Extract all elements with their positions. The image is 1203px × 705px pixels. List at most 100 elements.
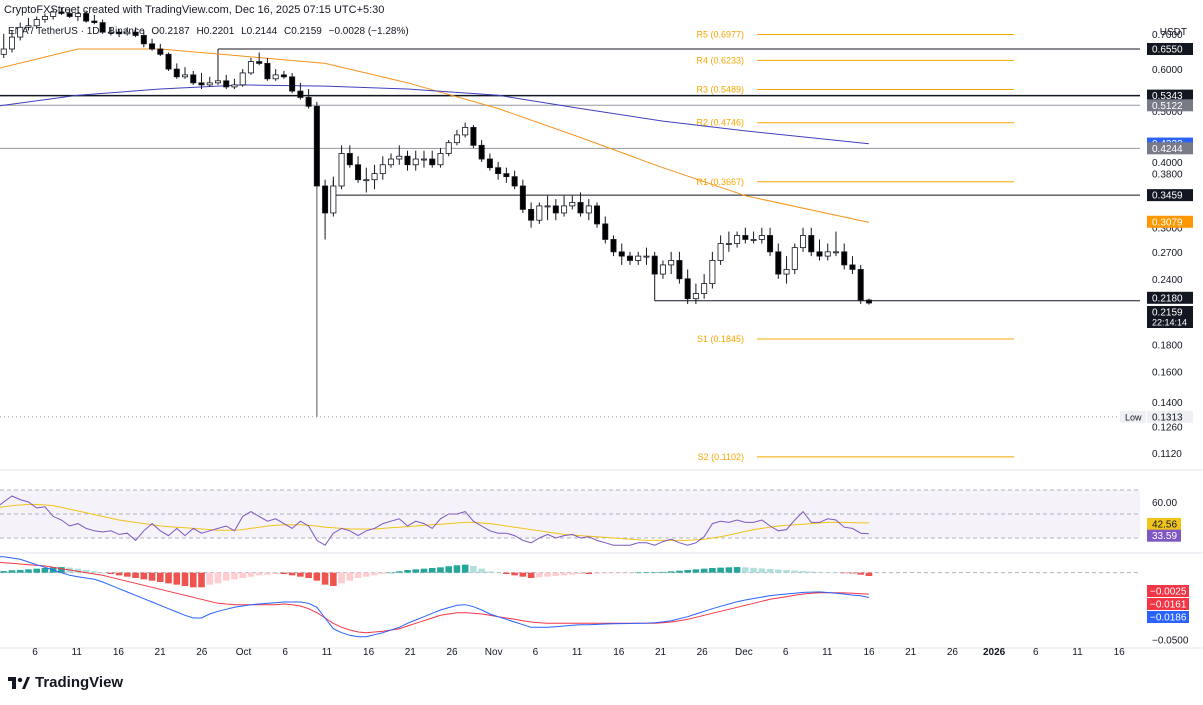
candle-body	[470, 127, 477, 146]
macd-histogram-bar	[503, 572, 510, 574]
x-tick-label: 11	[572, 647, 583, 658]
candle-body	[379, 164, 386, 175]
ohlc-open: O0.2187	[151, 26, 190, 37]
macd-value-box	[1147, 611, 1189, 623]
macd-histogram-bar	[676, 570, 683, 573]
macd-histogram-bar	[511, 572, 518, 576]
x-tick-label: 6	[533, 647, 539, 658]
rsi-line	[0, 495, 869, 546]
x-tick-label: 21	[405, 647, 417, 658]
macd-histogram-bar	[395, 571, 403, 573]
candle-body	[116, 31, 123, 35]
macd-histogram-bar	[799, 571, 807, 573]
pivot-label: S1 (0.1845)	[697, 334, 744, 344]
macd-value-label: −0.0025	[1150, 587, 1187, 598]
candle-body	[841, 251, 848, 266]
macd-histogram-bar	[140, 572, 148, 580]
rsi-value-box	[1147, 529, 1181, 542]
macd-histogram-bar	[412, 569, 420, 573]
macd-histogram-bar	[832, 572, 840, 574]
price-label-box	[1147, 306, 1193, 329]
currency-label: USDT	[1159, 27, 1187, 38]
candle-body	[190, 74, 197, 84]
candle-body	[832, 251, 839, 254]
candle-body	[50, 11, 57, 17]
x-tick-label: 16	[863, 647, 875, 658]
candle-body	[808, 235, 815, 253]
macd-histogram-bar	[857, 572, 864, 575]
macd-value-label: −0.0186	[1150, 613, 1187, 624]
x-tick-label: 11	[322, 647, 333, 658]
macd-histogram-bar	[231, 572, 238, 580]
candle-body	[561, 205, 568, 214]
symbol-name: ENA / TetherUS · 1D · Binance	[8, 26, 145, 37]
macd-histogram-bar	[321, 572, 329, 585]
candle-body	[684, 278, 691, 300]
macd-histogram-bar	[214, 572, 222, 584]
candle-body	[239, 72, 246, 86]
candle-body	[791, 247, 798, 270]
candle-body	[206, 82, 213, 86]
y-tick-label: 0.6000	[1152, 65, 1183, 76]
candle-body	[338, 153, 345, 187]
candle-body	[701, 283, 708, 294]
x-tick-label: 26	[446, 647, 458, 658]
macd-histogram-bar	[569, 572, 576, 575]
candle-body	[223, 80, 230, 88]
x-tick-label: 26	[947, 647, 959, 658]
macd-histogram-bar	[132, 572, 139, 578]
candle-body	[173, 68, 180, 78]
macd-line	[0, 556, 870, 638]
macd-histogram-bar	[527, 572, 535, 578]
candle-body	[626, 255, 633, 261]
macd-histogram-bar	[519, 572, 527, 577]
x-tick-label: 16	[613, 647, 625, 658]
y-tick-label: 0.1400	[1152, 398, 1183, 409]
macd-histogram-bar	[189, 572, 197, 588]
candle-body	[437, 153, 444, 166]
candle-body	[214, 80, 221, 84]
brand-name: TradingView	[35, 674, 124, 691]
macd-histogram-bar	[536, 572, 543, 578]
macd-histogram-bar	[255, 572, 263, 576]
macd-histogram-bar	[280, 572, 288, 574]
candle-body	[149, 43, 156, 50]
candle-body	[478, 144, 485, 160]
candle-body	[330, 185, 337, 214]
macd-histogram-bar	[692, 569, 700, 573]
macd-histogram-bar	[115, 572, 123, 576]
candle-body	[783, 269, 790, 275]
candle-body	[585, 205, 592, 214]
candle-body	[33, 19, 40, 27]
macd-histogram-bar	[8, 570, 16, 573]
macd-histogram-bar	[148, 572, 156, 581]
macd-histogram-bar	[198, 572, 205, 588]
macd-histogram-bar	[470, 566, 477, 573]
rsi-value-label: 33.59	[1152, 531, 1177, 542]
macd-histogram-bar	[181, 572, 189, 586]
candle-body	[857, 269, 864, 301]
symbol-legend[interactable]: ENA / TetherUS · 1D · Binance O0.2187 H0…	[8, 26, 413, 37]
candle-body	[544, 205, 551, 208]
candle-body	[816, 251, 823, 257]
candle-body	[536, 205, 543, 221]
macd-histogram-bar	[420, 568, 428, 573]
macd-histogram-bar	[840, 572, 848, 574]
x-tick-label: 11	[822, 647, 833, 658]
candle-body	[363, 179, 370, 182]
rsi-value-box	[1147, 517, 1181, 530]
macd-histogram-bar	[363, 572, 370, 577]
candle-body	[404, 155, 411, 166]
candle-body	[635, 255, 642, 261]
candle-body	[602, 223, 609, 240]
macd-histogram-bar	[816, 571, 823, 573]
macd-histogram-bar	[700, 568, 708, 573]
candle-body	[420, 158, 427, 161]
macd-histogram-bar	[82, 570, 90, 573]
macd-histogram-bar	[651, 572, 658, 573]
candle-body	[182, 74, 189, 78]
macd-histogram-bar	[58, 567, 65, 573]
brand-footer[interactable]: TradingView	[8, 674, 123, 691]
macd-histogram-bar	[494, 572, 502, 574]
